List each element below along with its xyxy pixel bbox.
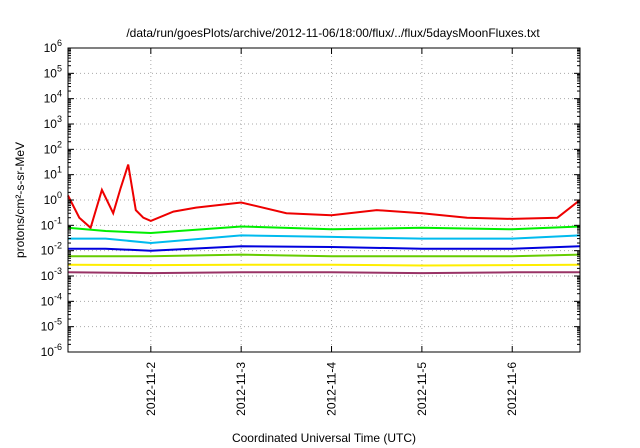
y-tick-label: 106 <box>44 38 62 55</box>
grid <box>68 48 580 352</box>
series-group <box>67 164 581 275</box>
x-axis: 2012-11-2 2012-11-3 2012-11-4 2012-11-5 2012… <box>144 48 519 416</box>
x-tick-label: 2012-11-2 <box>144 362 158 416</box>
series-line-5 <box>68 253 581 258</box>
y-axis: 10-6 10-5 10-4 10-3 10-2 10-1 100 101 102 103 104 1… <box>41 38 580 359</box>
series-line-2 <box>67 225 581 235</box>
y-tick-label: 101 <box>44 165 62 182</box>
series-line-7 <box>67 271 580 275</box>
y-tick-label: 104 <box>44 89 62 106</box>
y-tick-label: 10-1 <box>41 215 62 232</box>
y-tick-label: 10-4 <box>41 291 62 308</box>
series-line-6 <box>67 263 581 267</box>
y-axis-label: protons/cm²-s-sr-MeV <box>13 142 27 258</box>
y-tick-label: 103 <box>44 114 62 131</box>
chart-title: /data/run/goesPlots/archive/2012-11-06/1… <box>126 26 540 40</box>
y-tick-label: 102 <box>44 139 62 156</box>
series-line-1 <box>67 164 581 230</box>
y-tick-label: 10-2 <box>41 241 62 258</box>
series-line-4 <box>68 245 581 252</box>
x-axis-label: Coordinated Universal Time (UTC) <box>232 431 416 445</box>
y-tick-label: 10-3 <box>41 266 62 283</box>
x-tick-label: 2012-11-4 <box>325 362 339 416</box>
y-tick-label: 10-6 <box>41 342 62 359</box>
x-tick-label: 2012-11-5 <box>415 362 429 416</box>
y-tick-label: 100 <box>44 190 62 207</box>
series-line-3 <box>68 234 581 245</box>
y-tick-label: 105 <box>44 63 62 80</box>
x-tick-label: 2012-11-6 <box>505 362 519 416</box>
x-tick-label: 2012-11-3 <box>234 362 248 416</box>
y-tick-label: 10-5 <box>41 317 62 334</box>
